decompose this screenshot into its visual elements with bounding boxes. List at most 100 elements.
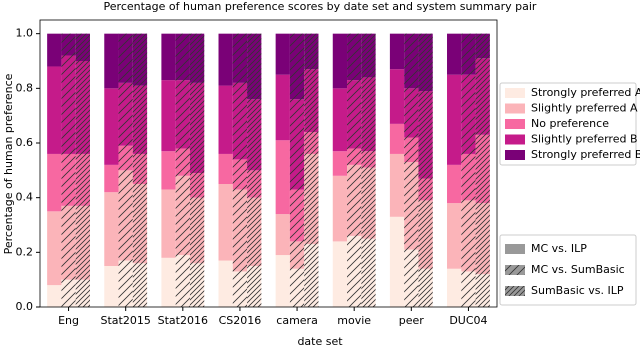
- bar-segment: [289, 99, 305, 190]
- bar-segment: [418, 268, 433, 307]
- bar-segment: [104, 164, 119, 193]
- bar-segment: [47, 211, 62, 286]
- bar-segment: [175, 80, 190, 149]
- x-tick-label: DUC04: [449, 314, 487, 327]
- bar-segment: [304, 33, 319, 70]
- bar-segment: [404, 137, 419, 163]
- x-tick-label: Stat2016: [158, 314, 208, 327]
- bar-segment: [447, 164, 462, 204]
- y-tick-label: 0.8: [16, 81, 34, 94]
- bar-segment: [132, 184, 148, 264]
- legend-label: Strongly preferred A: [531, 86, 640, 99]
- y-tick-label: 1.0: [16, 27, 34, 40]
- bar-segment: [75, 279, 90, 307]
- bar-segment: [232, 33, 248, 83]
- plot-frame: [39, 19, 498, 308]
- bar-segment: [289, 189, 305, 242]
- bar-segment: [289, 33, 305, 100]
- legend-label: No preference: [531, 117, 609, 130]
- bar-segment: [232, 189, 248, 272]
- legend-swatch: [505, 119, 525, 129]
- bar-segment: [161, 151, 176, 190]
- bar-segment: [404, 162, 419, 250]
- x-axis-label: date set: [297, 335, 343, 348]
- x-tick-label: CS2016: [219, 314, 262, 327]
- bar-segment: [218, 184, 233, 261]
- legend-label: MC vs. SumBasic: [531, 263, 625, 276]
- bar-segment: [247, 99, 262, 171]
- bar-segment: [175, 255, 190, 307]
- bar-segment: [461, 33, 476, 75]
- bar-segment: [232, 159, 248, 190]
- bar-segment: [304, 244, 319, 307]
- bar-segment: [61, 205, 76, 280]
- bar-segment: [118, 82, 133, 146]
- bar-segment: [175, 148, 190, 176]
- bar-segment: [61, 279, 76, 307]
- bar-segment: [389, 33, 405, 70]
- bar-segment: [247, 266, 262, 307]
- y-tick-label: 0.4: [16, 191, 34, 204]
- bar-segment: [404, 249, 419, 307]
- legend-swatch: [505, 244, 525, 254]
- bar-segment: [47, 153, 62, 212]
- bar-segment: [61, 55, 76, 154]
- bar-segment: [218, 85, 233, 154]
- bar-segment: [132, 33, 148, 86]
- bar-segment: [118, 145, 133, 171]
- bar-segment: [447, 74, 462, 165]
- bar-segment: [47, 33, 62, 67]
- bar-segment: [75, 61, 90, 154]
- bar-segment: [332, 33, 348, 89]
- bar-segment: [347, 33, 362, 81]
- bar-segment: [175, 33, 190, 81]
- bar-segment: [289, 268, 305, 307]
- bar-segment: [304, 69, 319, 133]
- bar-segment: [361, 151, 376, 168]
- legend-swatch: [505, 150, 525, 160]
- legend-hatch: [505, 265, 525, 275]
- bar-segment: [418, 200, 433, 269]
- y-axis-label: Percentage of human preference: [2, 73, 15, 254]
- chart-title: Percentage of human preference scores by…: [104, 0, 537, 13]
- legend-label: Slightly preferred A: [531, 102, 638, 115]
- bar-segment: [389, 123, 405, 154]
- legend-swatch: [505, 103, 525, 114]
- bar-segment: [61, 153, 76, 206]
- legend-box: [499, 82, 637, 166]
- bar-segment: [461, 74, 476, 154]
- bar-segment: [332, 88, 348, 152]
- bar-segment: [332, 241, 348, 307]
- bar-segment: [361, 33, 376, 78]
- bar-segment: [275, 33, 290, 75]
- legend-hatch: [505, 286, 525, 296]
- legend-box: [499, 234, 637, 306]
- bar-segment: [104, 88, 119, 165]
- bar-segment: [418, 178, 433, 201]
- legend-label: Strongly preferred B: [531, 148, 640, 161]
- bar-segment: [447, 268, 462, 307]
- y-tick-label: 0.2: [16, 245, 34, 258]
- bar-segment: [132, 263, 148, 307]
- bar-segment: [75, 33, 90, 61]
- bar-segment: [75, 153, 90, 206]
- bar-segment: [461, 271, 476, 307]
- bar-segment: [475, 134, 490, 204]
- bar-segment: [232, 271, 248, 307]
- bar-segment: [104, 266, 119, 307]
- bar-segment: [289, 241, 305, 269]
- y-tick-label: 0.6: [16, 136, 34, 149]
- legend-swatch: [505, 134, 525, 145]
- legend-label: SumBasic vs. ILP: [531, 284, 624, 297]
- bar-segment: [189, 82, 205, 174]
- bar-segment: [161, 80, 176, 152]
- legend-label: Slightly preferred B: [531, 133, 638, 146]
- bar-segment: [75, 205, 90, 280]
- bar-segment: [361, 238, 376, 307]
- bar-segment: [218, 260, 233, 307]
- bar-segment: [104, 192, 119, 266]
- x-tick-label: peer: [399, 314, 425, 327]
- bar-segment: [389, 69, 405, 124]
- bar-segment: [347, 164, 362, 236]
- bar-segment: [47, 285, 62, 307]
